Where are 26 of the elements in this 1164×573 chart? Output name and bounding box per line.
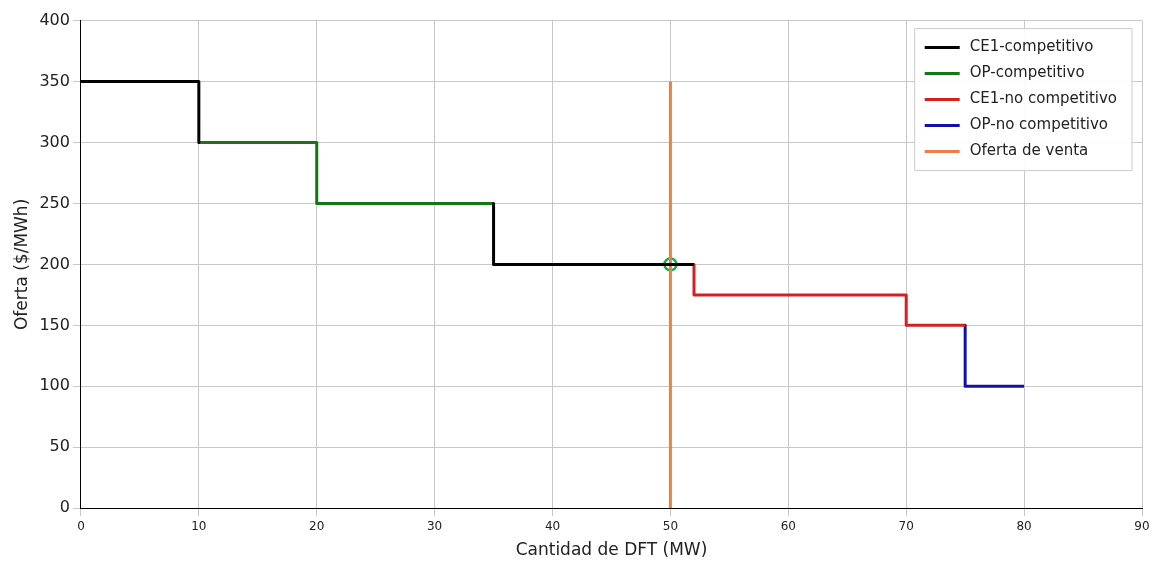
y-tick-label: 0	[59, 497, 70, 517]
x-tick-label: 70	[898, 518, 914, 533]
y-tick-label: 150	[39, 314, 70, 334]
x-tick-label: 90	[1134, 518, 1150, 533]
x-tick-label: 50	[662, 518, 679, 533]
y-tick-label: 50	[49, 436, 70, 456]
y-tick-label: 200	[39, 253, 70, 273]
y-tick-label: 300	[39, 131, 70, 151]
legend-label: OP-no competitivo	[969, 115, 1109, 134]
x-tick-label: 20	[309, 518, 325, 533]
legend-label: CE1-no competitivo	[969, 89, 1118, 108]
x-tick-label: 80	[1016, 518, 1032, 533]
legend-label: CE1-competitivo	[969, 37, 1094, 56]
x-tick-label: 10	[191, 518, 207, 533]
y-tick-label: 350	[39, 70, 70, 90]
y-axis-title: Oferta ($/MWh)	[10, 198, 31, 331]
x-axis-title: Cantidad de DFT (MW)	[515, 539, 708, 560]
x-tick-label: 40	[544, 518, 561, 533]
y-tick-label: 250	[39, 192, 70, 212]
x-tick-label: 0	[77, 518, 85, 533]
x-tick-label: 30	[426, 518, 443, 533]
x-tick-label: 60	[780, 518, 796, 533]
legend-label: OP-competitivo	[969, 63, 1085, 82]
y-tick-label: 400	[39, 9, 70, 29]
legend-label: Oferta de venta	[969, 141, 1089, 160]
y-tick-label: 100	[39, 375, 70, 395]
